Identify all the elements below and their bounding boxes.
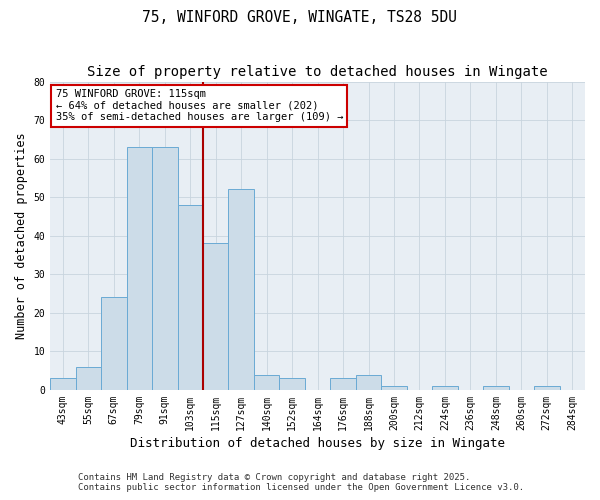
Bar [534,386,560,390]
Text: 75 WINFORD GROVE: 115sqm
← 64% of detached houses are smaller (202)
35% of semi-: 75 WINFORD GROVE: 115sqm ← 64% of detach… [56,90,343,122]
Bar [178,205,203,390]
X-axis label: Distribution of detached houses by size in Wingate: Distribution of detached houses by size … [130,437,505,450]
Bar [254,374,280,390]
Bar [483,386,509,390]
Bar [356,374,381,390]
Bar [381,386,407,390]
Bar [127,147,152,390]
Bar [152,147,178,390]
Bar [203,244,229,390]
Bar [229,190,254,390]
Y-axis label: Number of detached properties: Number of detached properties [15,132,28,339]
Bar [76,367,101,390]
Title: Size of property relative to detached houses in Wingate: Size of property relative to detached ho… [87,65,548,79]
Bar [432,386,458,390]
Text: 75, WINFORD GROVE, WINGATE, TS28 5DU: 75, WINFORD GROVE, WINGATE, TS28 5DU [143,10,458,25]
Bar [101,298,127,390]
Text: Contains HM Land Registry data © Crown copyright and database right 2025.
Contai: Contains HM Land Registry data © Crown c… [78,473,524,492]
Bar [280,378,305,390]
Bar [331,378,356,390]
Bar [50,378,76,390]
